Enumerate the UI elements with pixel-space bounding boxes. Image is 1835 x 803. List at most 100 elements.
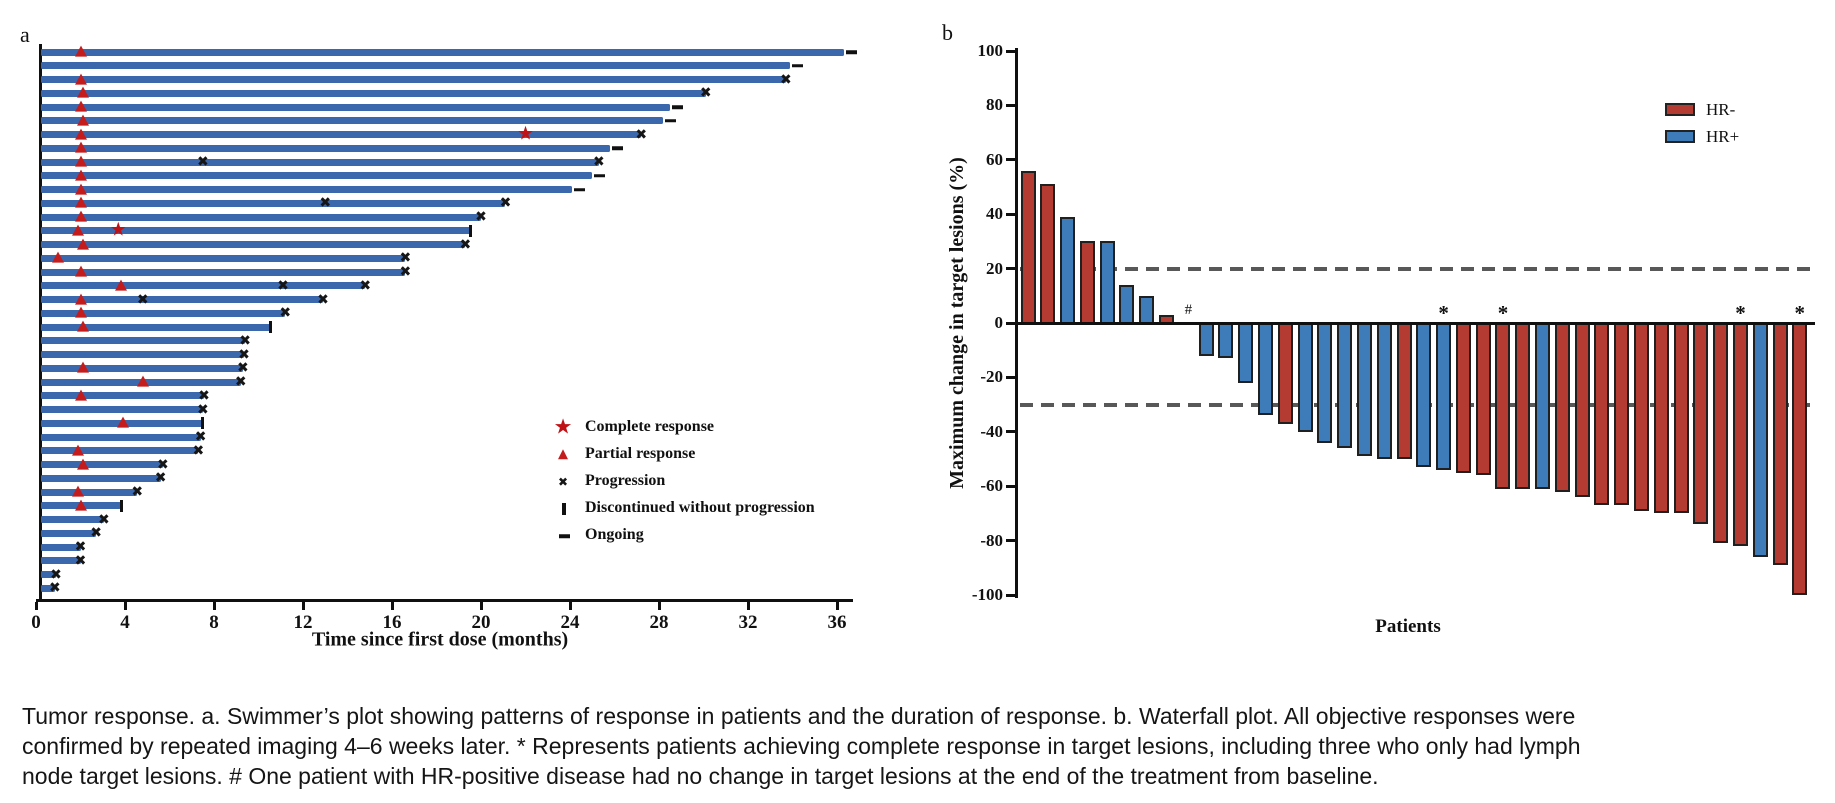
partial-response-marker	[114, 279, 127, 291]
legend-discontinued-icon	[562, 503, 566, 515]
partial-response-marker	[72, 224, 85, 236]
y-axis-tick-label: -100	[971, 585, 1003, 604]
y-axis-tick	[1006, 103, 1015, 107]
progression-marker: ✖	[779, 71, 792, 88]
progression-marker: ✖	[234, 374, 247, 390]
y-axis-tick-label: -20	[980, 367, 1003, 387]
waterfall-bar	[1218, 322, 1234, 359]
swimmer-bar	[41, 447, 199, 455]
swimmer-bar	[41, 433, 201, 441]
legend-x-icon: ✖	[557, 475, 569, 489]
progression-marker: ✖	[359, 277, 372, 294]
progression-marker: ✖	[197, 154, 209, 170]
partial-response-marker	[76, 114, 89, 126]
swimmer-bar	[41, 76, 786, 83]
discontinued-marker	[119, 499, 124, 512]
swimmer-bar	[41, 144, 611, 152]
waterfall-bar	[1475, 322, 1491, 476]
waterfall-bar	[1297, 322, 1313, 432]
waterfall-bar	[1752, 322, 1768, 557]
complete-response-asterisk: *	[1794, 301, 1806, 325]
swimmer-bar	[41, 392, 204, 400]
swimmer-bar	[41, 351, 245, 358]
swimmer-bar	[41, 461, 163, 468]
waterfall-bar	[1713, 322, 1729, 544]
partial-response-marker	[74, 128, 87, 140]
progression-marker: ✖	[197, 401, 209, 418]
no-change-hash: #	[1184, 302, 1193, 318]
waterfall-y-axis-line	[1014, 48, 1018, 598]
ongoing-marker	[612, 146, 624, 150]
partial-response-marker	[74, 389, 87, 401]
swimmer-bars-layer: ✖ ✖ ★ ✖ ✖ ✖ ✖ ✖ ✖ ★ ✖ ✖ ✖ ✖ ✖ ✖ ✖ ✖ ✖ ✖ ✖ ✖ ✖ ✖ ✖ ✖ ✖ ✖ ✖ ✖ ✖ ✖ ✖ ✖ ✖	[0, 0, 940, 660]
ongoing-marker	[672, 105, 684, 109]
swimmer-bar	[41, 488, 138, 496]
legend-label: Partial response	[585, 445, 696, 462]
swimmer-bar	[41, 89, 706, 97]
x-axis-tick-label: 20	[471, 612, 491, 633]
waterfall-bar	[1772, 322, 1788, 566]
partial-response-marker	[74, 210, 87, 222]
panel-b-tag: b	[942, 20, 953, 45]
swimmer-bar	[41, 241, 466, 248]
waterfall-baseline	[1017, 321, 1815, 325]
waterfall-bar	[1792, 322, 1808, 595]
swimmer-bar	[41, 516, 104, 523]
partial-response-marker	[52, 251, 65, 263]
progression-marker: ✖	[277, 277, 289, 294]
swimmer-bar	[41, 131, 642, 138]
waterfall-bar	[1079, 241, 1095, 324]
progression-marker: ✖	[239, 332, 252, 349]
progression-marker: ✖	[49, 580, 61, 597]
progression-marker: ✖	[136, 291, 149, 308]
discontinued-marker	[268, 321, 273, 333]
partial-response-marker	[74, 183, 87, 195]
y-axis-tick-label: 40	[986, 204, 1003, 224]
legend-swatch	[1665, 103, 1695, 116]
partial-response-marker	[116, 416, 129, 428]
progression-marker: ✖	[399, 264, 412, 280]
swimmer-bar	[41, 227, 470, 235]
waterfall-bar	[1277, 322, 1293, 424]
partial-response-marker	[76, 86, 89, 98]
y-axis-tick-label: 60	[986, 149, 1003, 169]
swimmer-x-axis-title: Time since first dose (months)	[311, 628, 569, 651]
legend-label: Progression	[585, 472, 666, 489]
x-axis-tick	[390, 602, 394, 610]
y-axis-tick-label: -40	[980, 421, 1003, 441]
complete-response-marker: ★	[516, 122, 535, 145]
legend-swatch	[1665, 130, 1695, 143]
waterfall-x-axis-title: Patients	[1375, 616, 1441, 637]
partial-response-marker	[74, 293, 87, 305]
progression-marker: ✖	[50, 566, 62, 583]
partial-response-marker	[76, 320, 89, 332]
swimmer-bar	[41, 337, 246, 345]
swimmer-bar	[41, 282, 366, 290]
x-axis-tick	[657, 602, 661, 610]
swimmer-bar	[41, 213, 481, 221]
swimmer-bar	[41, 406, 203, 413]
legend-label: Ongoing	[585, 526, 644, 543]
x-axis-tick-label: 8	[209, 612, 219, 633]
legend-label: Complete response	[585, 418, 715, 435]
discontinued-marker	[200, 417, 205, 430]
progression-marker: ✖	[499, 195, 512, 212]
waterfall-bar	[1376, 322, 1392, 459]
y-axis-tick	[1006, 430, 1015, 434]
x-axis-tick-label: 12	[293, 612, 313, 633]
y-axis-tick	[1006, 375, 1015, 379]
waterfall-bar	[1119, 284, 1135, 324]
progression-marker: ✖	[699, 85, 712, 102]
swimmer-bar	[41, 474, 161, 482]
waterfall-bar	[1040, 184, 1056, 324]
x-axis-tick	[568, 602, 572, 610]
partial-response-marker	[74, 499, 87, 511]
progression-marker: ✖	[593, 154, 605, 170]
waterfall-bar	[1732, 322, 1748, 547]
x-axis-tick	[212, 602, 216, 610]
waterfall-bar	[1535, 322, 1551, 489]
waterfall-plot-panel: b	[940, 0, 1835, 660]
progression-marker: ✖	[237, 360, 249, 377]
x-axis-tick	[123, 602, 127, 610]
swimmer-bar	[41, 529, 97, 537]
